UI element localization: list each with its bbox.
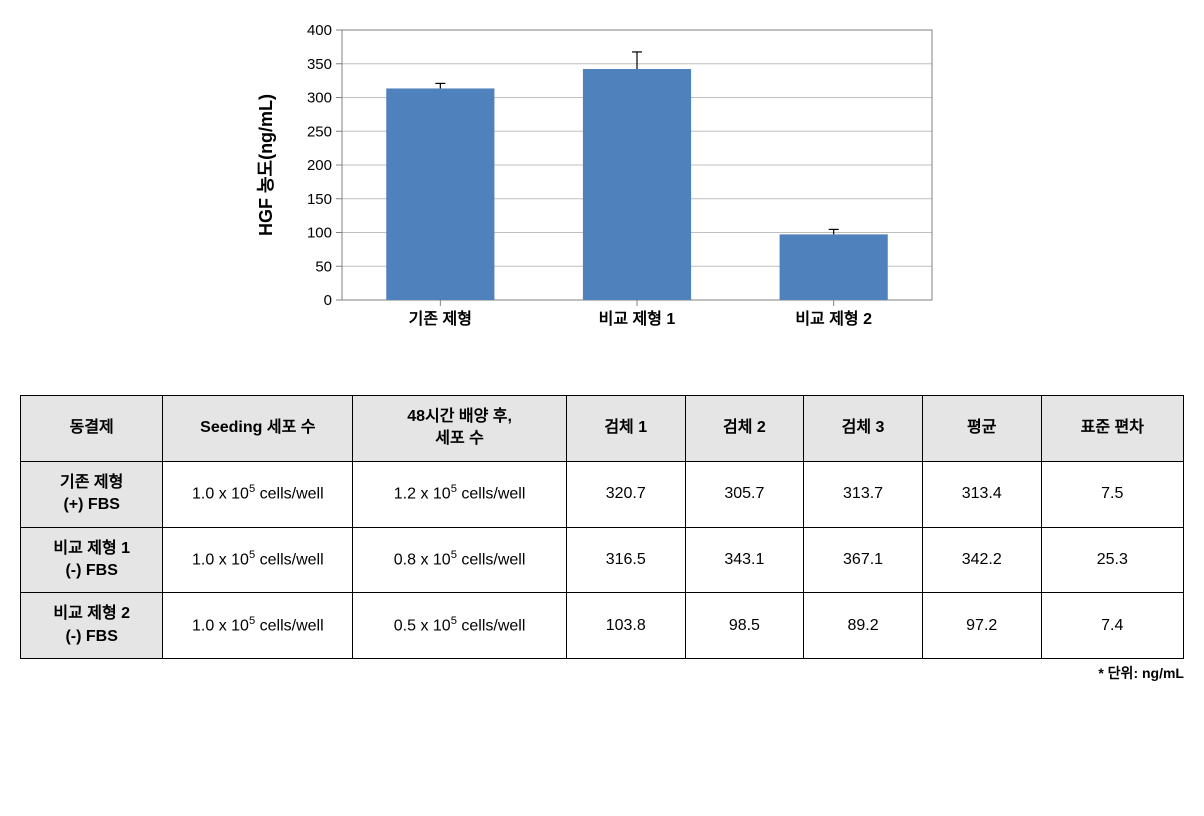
results-table: 동결제Seeding 세포 수48시간 배양 후,세포 수검체 1검체 2검체 … [20, 395, 1184, 659]
after-48h-cell: 0.5 x 105 cells/well [353, 593, 567, 659]
value-cell: 316.5 [566, 527, 685, 593]
after-48h-cell: 0.8 x 105 cells/well [353, 527, 567, 593]
unit-note: * 단위: ng/mL [20, 663, 1184, 683]
table-row: 기존 제형(+) FBS1.0 x 105 cells/well1.2 x 10… [21, 461, 1184, 527]
svg-text:350: 350 [307, 56, 332, 73]
column-header: 동결제 [21, 396, 163, 462]
y-axis-label: HGF 농도(ng/mL) [256, 94, 276, 236]
value-cell: 320.7 [566, 461, 685, 527]
chart-svg: 0 50 100 150 200 250 300 350 400 기존 제형 비교 제형 1 비교 제… [252, 20, 952, 350]
svg-text:100: 100 [307, 225, 332, 242]
value-cell: 98.5 [685, 593, 804, 659]
value-cell: 7.4 [1041, 593, 1183, 659]
bar [780, 234, 888, 300]
value-cell: 367.1 [804, 527, 923, 593]
value-cell: 89.2 [804, 593, 923, 659]
value-cell: 97.2 [922, 593, 1041, 659]
seeding-cell: 1.0 x 105 cells/well [163, 461, 353, 527]
column-header: 표준 편차 [1041, 396, 1183, 462]
row-header: 비교 제형 1(-) FBS [21, 527, 163, 593]
table-row: 비교 제형 2(-) FBS1.0 x 105 cells/well0.5 x … [21, 593, 1184, 659]
x-axis-label: 기존 제형 [409, 309, 472, 328]
svg-text:250: 250 [307, 123, 332, 140]
value-cell: 313.7 [804, 461, 923, 527]
bar [386, 88, 494, 300]
column-header: 검체 3 [804, 396, 923, 462]
svg-text:300: 300 [307, 90, 332, 107]
seeding-cell: 1.0 x 105 cells/well [163, 593, 353, 659]
svg-text:0: 0 [324, 292, 332, 309]
column-header: Seeding 세포 수 [163, 396, 353, 462]
hgf-bar-chart: 0 50 100 150 200 250 300 350 400 기존 제형 비교 제형 1 비교 제… [252, 20, 952, 355]
bar [583, 69, 691, 300]
value-cell: 343.1 [685, 527, 804, 593]
value-cell: 342.2 [922, 527, 1041, 593]
x-axis-label: 비교 제형 1 [599, 309, 676, 328]
value-cell: 7.5 [1041, 461, 1183, 527]
column-header: 평균 [922, 396, 1041, 462]
svg-text:400: 400 [307, 22, 332, 39]
value-cell: 25.3 [1041, 527, 1183, 593]
row-header: 기존 제형(+) FBS [21, 461, 163, 527]
value-cell: 313.4 [922, 461, 1041, 527]
value-cell: 305.7 [685, 461, 804, 527]
column-header: 검체 2 [685, 396, 804, 462]
seeding-cell: 1.0 x 105 cells/well [163, 527, 353, 593]
value-cell: 103.8 [566, 593, 685, 659]
svg-text:200: 200 [307, 157, 332, 174]
after-48h-cell: 1.2 x 105 cells/well [353, 461, 567, 527]
x-axis-label: 비교 제형 2 [795, 309, 872, 328]
svg-text:50: 50 [315, 258, 332, 275]
column-header: 검체 1 [566, 396, 685, 462]
row-header: 비교 제형 2(-) FBS [21, 593, 163, 659]
column-header: 48시간 배양 후,세포 수 [353, 396, 567, 462]
svg-text:150: 150 [307, 191, 332, 208]
table-row: 비교 제형 1(-) FBS1.0 x 105 cells/well0.8 x … [21, 527, 1184, 593]
